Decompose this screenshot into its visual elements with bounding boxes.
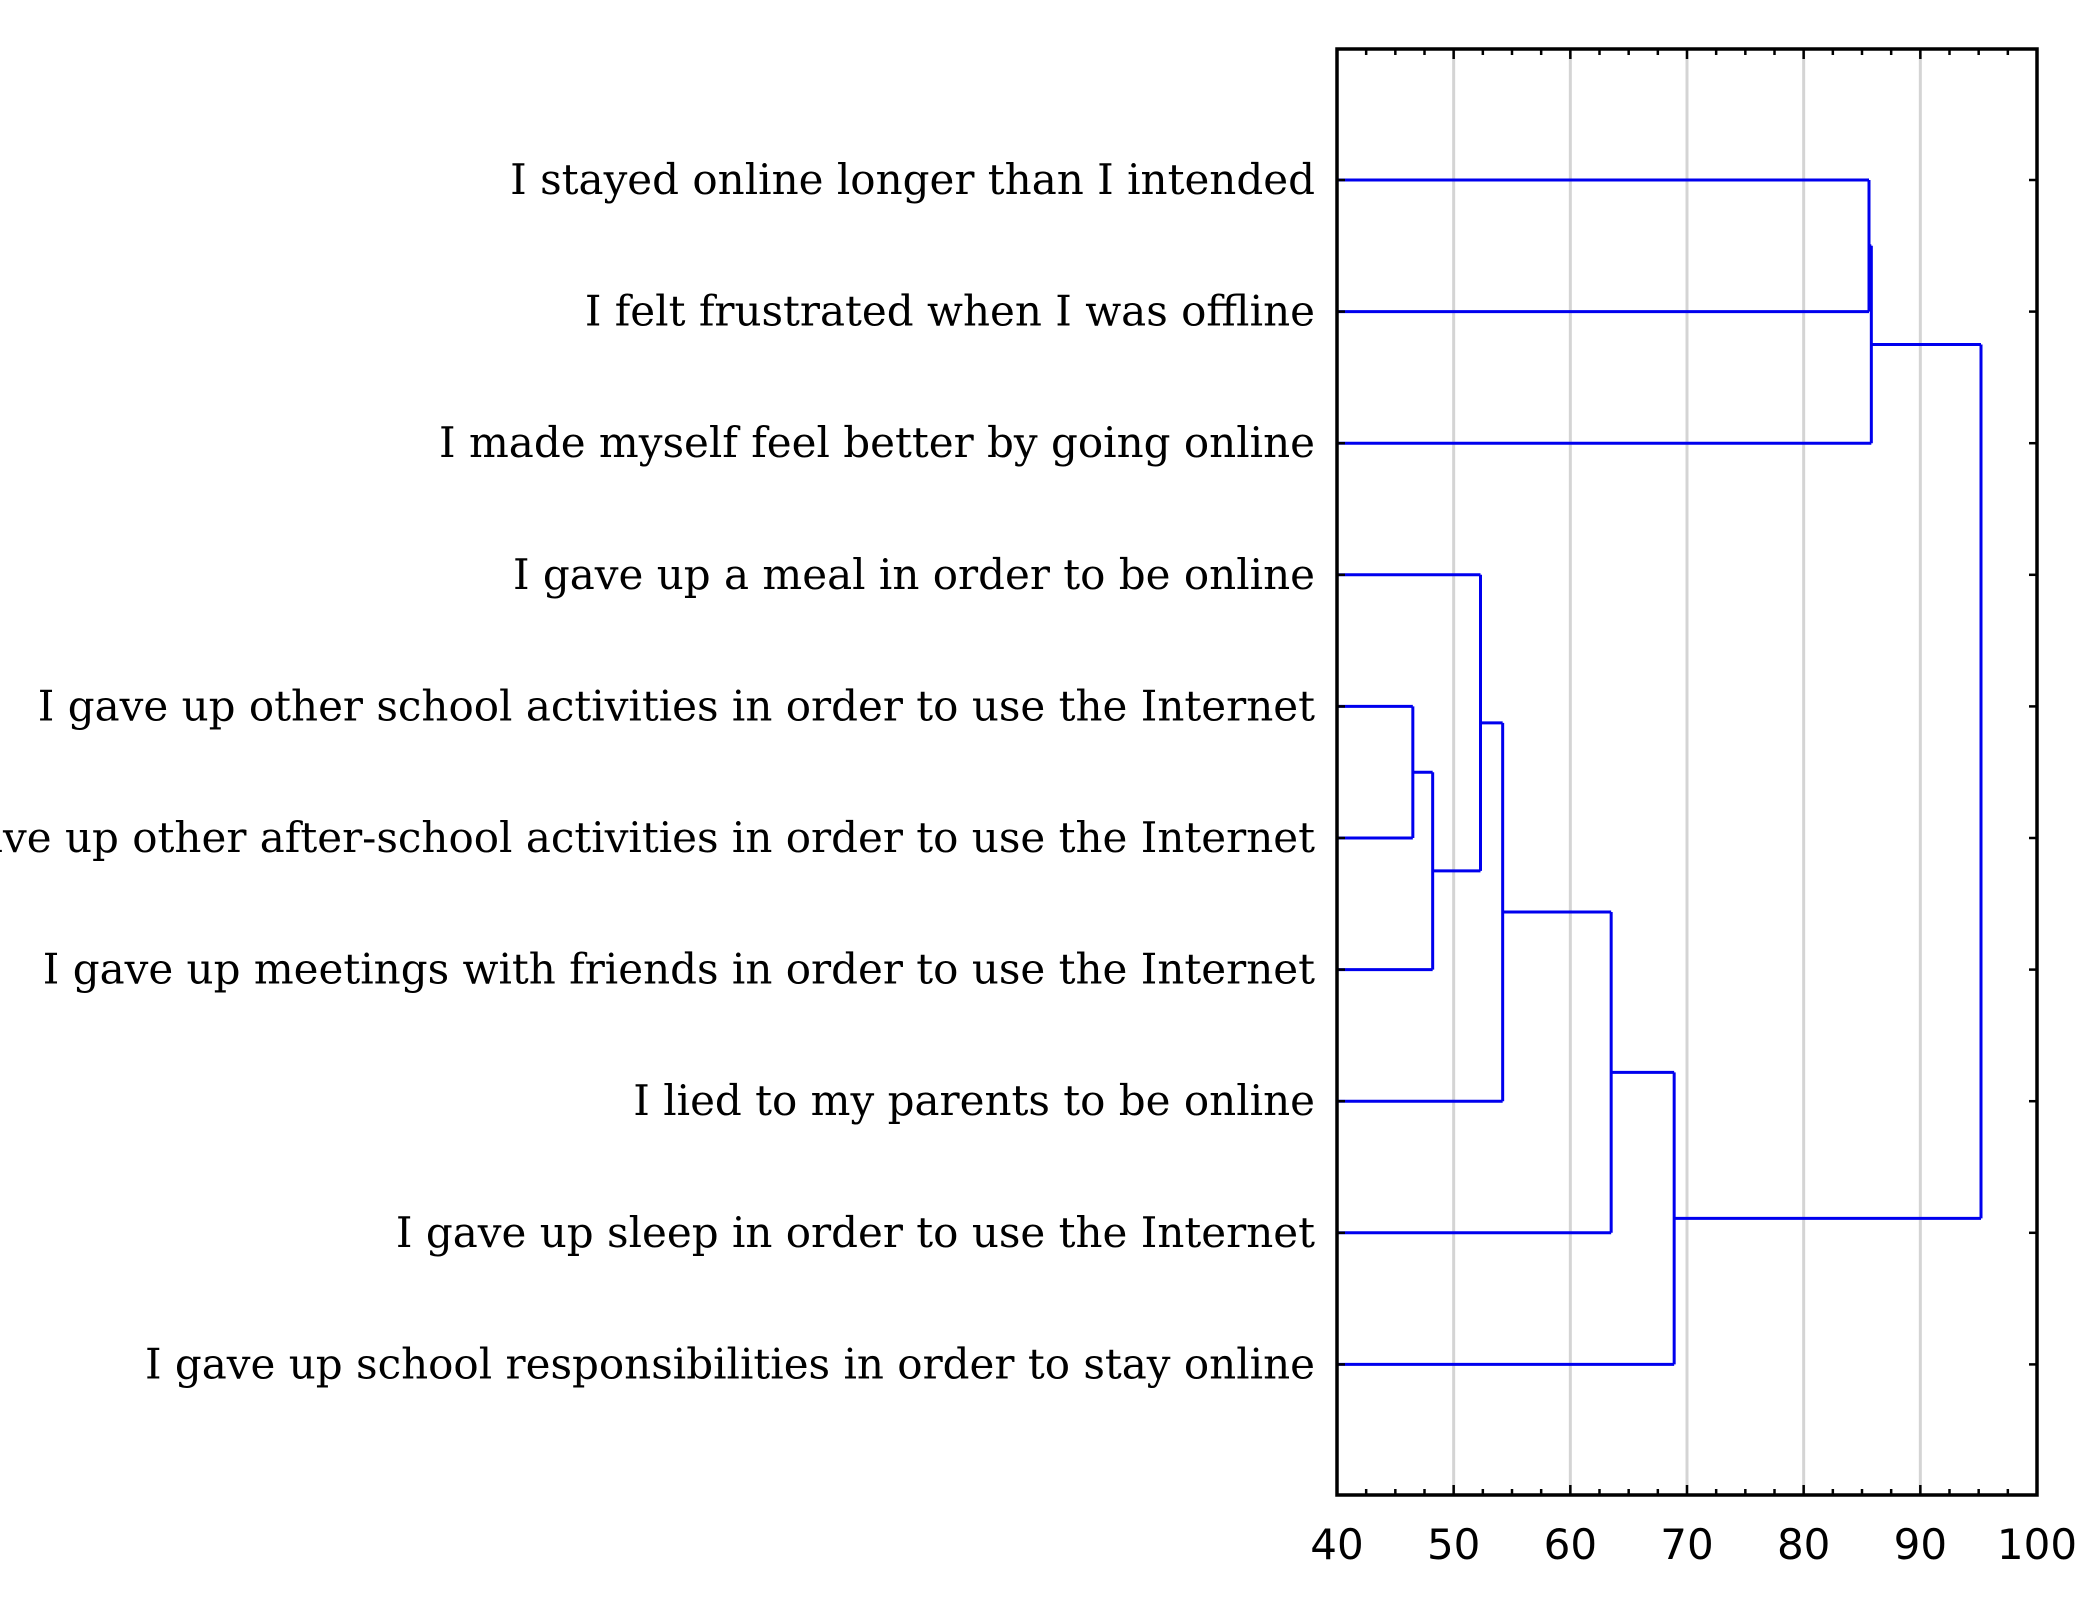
leaf-label: I stayed online longer than I intended bbox=[510, 155, 1315, 204]
leaf-label: I lied to my parents to be online bbox=[633, 1076, 1315, 1125]
x-tick-label: 50 bbox=[1427, 1520, 1480, 1569]
axis-ticks bbox=[1335, 49, 2039, 1495]
leaf-label: I gave up school responsibilities in ord… bbox=[145, 1339, 1315, 1388]
x-axis-tick-labels: 40 50 60 70 80 90 100 bbox=[1310, 1520, 2077, 1569]
gridlines bbox=[1452, 49, 1922, 1495]
leaf-label: I felt frustrated when I was offline bbox=[585, 287, 1315, 336]
leaf-label: I gave up other after-school activities … bbox=[0, 813, 1315, 862]
x-tick-label: 70 bbox=[1660, 1520, 1713, 1569]
x-tick-label: 90 bbox=[1894, 1520, 1947, 1569]
leaf-label: I made myself feel better by going onlin… bbox=[439, 418, 1315, 467]
leaf-label: I gave up other school activities in ord… bbox=[38, 681, 1315, 730]
x-tick-label: 100 bbox=[1997, 1520, 2077, 1569]
leaf-labels: I stayed online longer than I intended I … bbox=[0, 155, 1315, 1388]
x-tick-label: 60 bbox=[1544, 1520, 1597, 1569]
leaf-label: I gave up a meal in order to be online bbox=[513, 550, 1315, 599]
x-tick-label: 40 bbox=[1310, 1520, 1363, 1569]
leaf-label: I gave up meetings with friends in order… bbox=[43, 945, 1315, 994]
leaf-label: I gave up sleep in order to use the Inte… bbox=[396, 1208, 1315, 1257]
dendrogram-links bbox=[1337, 178, 1983, 1366]
x-tick-label: 80 bbox=[1777, 1520, 1830, 1569]
